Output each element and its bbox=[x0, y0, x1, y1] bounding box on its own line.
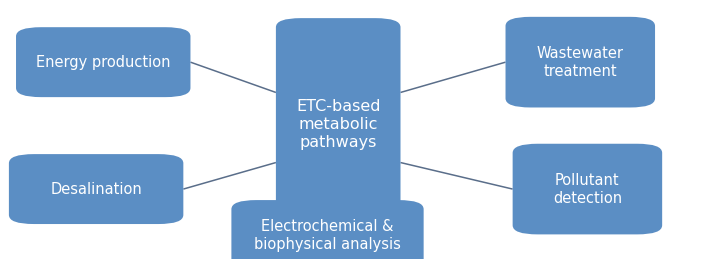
Text: Pollutant
detection: Pollutant detection bbox=[553, 172, 622, 206]
FancyBboxPatch shape bbox=[16, 27, 190, 97]
Text: Wastewater
treatment: Wastewater treatment bbox=[537, 46, 624, 79]
Text: Desalination: Desalination bbox=[51, 182, 142, 197]
Text: Electrochemical &
biophysical analysis: Electrochemical & biophysical analysis bbox=[254, 219, 401, 252]
FancyBboxPatch shape bbox=[506, 17, 655, 107]
FancyBboxPatch shape bbox=[276, 18, 400, 231]
Text: Energy production: Energy production bbox=[36, 55, 170, 70]
Text: ETC-based
metabolic
pathways: ETC-based metabolic pathways bbox=[296, 99, 380, 150]
FancyBboxPatch shape bbox=[9, 154, 184, 224]
FancyBboxPatch shape bbox=[231, 200, 424, 259]
FancyBboxPatch shape bbox=[513, 144, 662, 234]
